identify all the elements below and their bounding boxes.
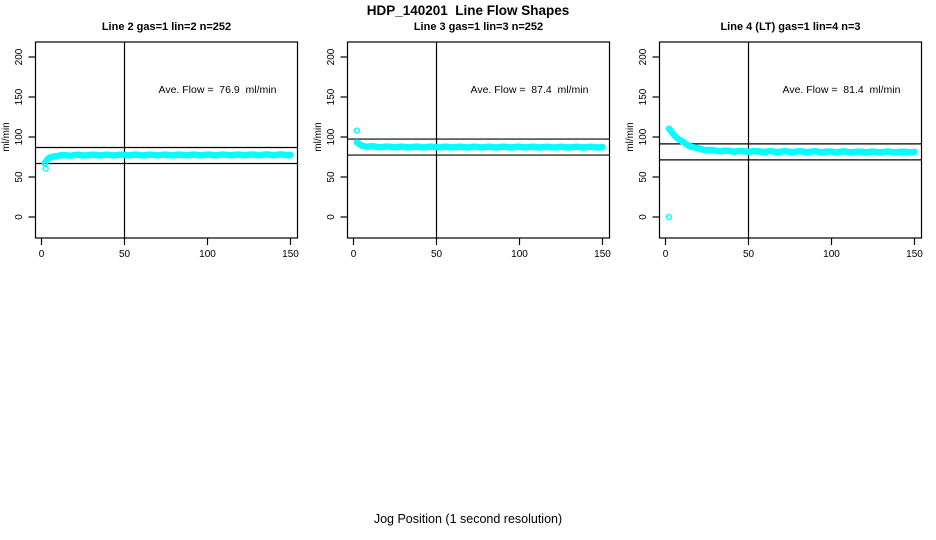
svg-text:50: 50	[14, 171, 25, 183]
plot-area-line-3: 0 50 100 150 0 50 100 150 200 ml/min	[313, 41, 611, 260]
svg-text:100: 100	[326, 128, 337, 145]
plot-area-line-4: 0 50 100 150 0 50 100 150 200 ml/min	[625, 41, 923, 260]
svg-text:200: 200	[638, 48, 649, 65]
svg-text:100: 100	[823, 249, 840, 260]
svg-text:0: 0	[14, 214, 25, 220]
svg-text:150: 150	[14, 88, 25, 105]
svg-text:200: 200	[326, 48, 337, 65]
panel-line-2: 0 50 100 150 0 50 100 150 200 ml/min Line 2 gas=1…	[0, 0, 312, 280]
plot-area-line-2: 0 50 100 150 0 50 100 150 200 ml/min	[1, 41, 299, 260]
svg-text:0: 0	[351, 249, 357, 260]
svg-text:ml/min: ml/min	[1, 122, 12, 151]
panel-line-4: 0 50 100 150 0 50 100 150 200 ml/min Line 4 (LT) …	[624, 0, 936, 280]
ave-flow-annotation-3: Ave. Flow = 81.4 ml/min	[782, 84, 901, 96]
svg-text:50: 50	[743, 249, 755, 260]
svg-text:100: 100	[199, 249, 216, 260]
svg-text:50: 50	[638, 171, 649, 183]
svg-text:200: 200	[14, 48, 25, 65]
panel-title-line-4: Line 4 (LT) gas=1 lin=4 n=3	[720, 21, 861, 33]
svg-text:150: 150	[638, 88, 649, 105]
panel-title-line-3: Line 3 gas=1 lin=3 n=252	[413, 21, 544, 33]
svg-text:150: 150	[282, 249, 299, 260]
svg-text:50: 50	[326, 171, 337, 183]
svg-text:150: 150	[326, 88, 337, 105]
ave-flow-annotation-1: Ave. Flow = 76.9 ml/min	[158, 84, 277, 96]
svg-text:0: 0	[39, 249, 45, 260]
svg-text:50: 50	[431, 249, 443, 260]
svg-text:0: 0	[326, 214, 337, 220]
svg-text:100: 100	[14, 128, 25, 145]
panel-line-3: 0 50 100 150 0 50 100 150 200 ml/min Line 3 gas=1…	[312, 0, 624, 280]
ave-flow-annotation-2: Ave. Flow = 87.4 ml/min	[470, 84, 589, 96]
svg-text:ml/min: ml/min	[313, 122, 324, 151]
svg-text:50: 50	[119, 249, 131, 260]
svg-text:0: 0	[663, 249, 669, 260]
svg-text:100: 100	[638, 128, 649, 145]
svg-text:ml/min: ml/min	[625, 122, 636, 151]
chart-title: HDP_140201 Line Flow Shapes	[366, 3, 570, 18]
svg-text:150: 150	[594, 249, 611, 260]
svg-text:100: 100	[511, 249, 528, 260]
svg-text:150: 150	[906, 249, 923, 260]
panel-title-line-2: Line 2 gas=1 lin=2 n=252	[101, 21, 232, 33]
x-axis-label: Jog Position (1 second resolution)	[373, 512, 563, 526]
svg-text:0: 0	[638, 214, 649, 220]
